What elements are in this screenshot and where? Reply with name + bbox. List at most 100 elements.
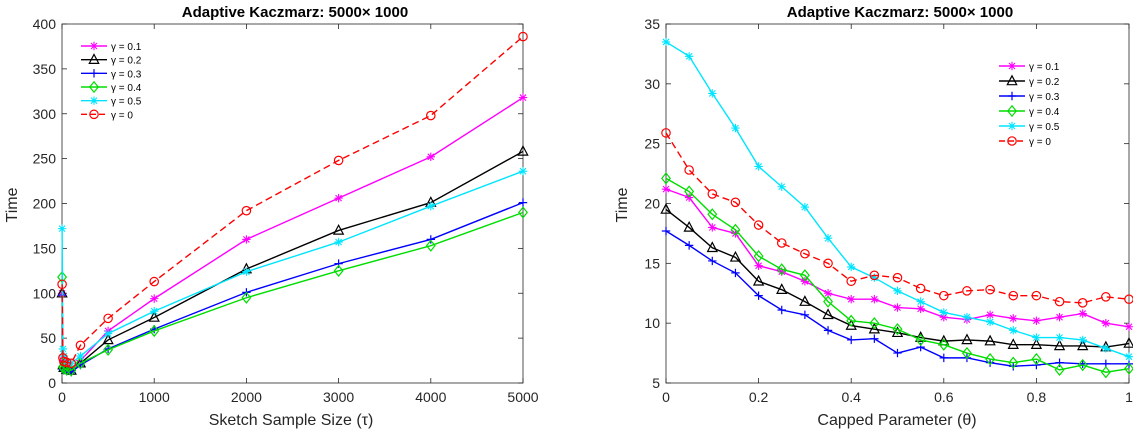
right-data-point (1031, 352, 1042, 366)
right-data-point (1009, 362, 1018, 371)
right-data-point (846, 276, 856, 287)
right-data-point (869, 270, 880, 281)
right-data-point (870, 295, 879, 304)
right-data-point (1053, 339, 1066, 351)
right-data-point (962, 312, 972, 322)
right-data-point (1101, 318, 1111, 328)
left-data-point (103, 329, 113, 338)
left-legend-label: γ = 0.2 (111, 56, 142, 67)
right-data-point (823, 289, 833, 298)
left-data-point (75, 340, 86, 351)
right-data-point (845, 319, 857, 330)
right-series-line-5 (665, 132, 1130, 304)
left-data-point (150, 307, 159, 316)
left-legend-marker (89, 80, 99, 94)
right-data-point (1124, 322, 1133, 331)
right-x-tick-label: 0.6 (934, 389, 954, 405)
right-legend-marker (1007, 61, 1017, 71)
right-data-point (799, 295, 811, 306)
right-data-point (799, 269, 810, 282)
left-data-point (59, 351, 69, 361)
right-data-point (869, 317, 880, 330)
right-y-tick-label: 25 (644, 136, 660, 152)
right-data-point (1054, 296, 1065, 307)
left-legend-marker (89, 96, 99, 105)
right-data-point (777, 267, 786, 276)
left-data-point (518, 93, 528, 102)
left-legend-marker (88, 53, 100, 64)
left-data-point (66, 364, 77, 377)
right-x-axis-label: Capped Parameter (θ) (817, 412, 976, 429)
left-y-tick-label: 200 (33, 196, 57, 212)
right-chart-title: Adaptive Kaczmarz: 5000× 1000 (787, 4, 1013, 21)
right-data-point (1078, 335, 1087, 345)
left-data-point (332, 223, 345, 235)
right-data-point (823, 295, 834, 308)
right-legend-label: γ = 0.5 (1029, 122, 1060, 133)
right-data-point (683, 220, 695, 232)
left-data-point (102, 333, 114, 345)
right-data-point (752, 274, 765, 286)
right-legend-marker (1007, 104, 1017, 118)
right-data-point (1008, 290, 1019, 301)
left-x-tick-label: 5000 (507, 389, 538, 405)
left-legend-marker (89, 109, 99, 120)
right-data-point (708, 89, 717, 98)
left-chart-title: Adaptive Kaczmarz: 5000× 1000 (182, 4, 408, 21)
right-data-point (776, 283, 788, 294)
right-data-point (893, 286, 902, 296)
left-x-tick-label: 1000 (139, 389, 170, 405)
right-data-point (731, 268, 740, 278)
right-y-tick-label: 20 (644, 196, 660, 212)
right-legend-marker (1007, 136, 1017, 146)
left-data-point (518, 198, 528, 207)
right-data-point (916, 304, 925, 314)
right-y-axis-label: Time (614, 187, 631, 222)
right-data-point (985, 284, 995, 295)
left-y-tick-label: 400 (33, 16, 57, 32)
right-x-tick-label: 1 (1125, 389, 1133, 405)
right-data-point (1077, 298, 1088, 308)
right-data-point (1009, 326, 1018, 335)
right-data-point (800, 310, 810, 319)
right-y-tick-label: 5 (652, 375, 660, 391)
right-data-point (1124, 352, 1133, 361)
left-legend-label: γ = 0.3 (111, 69, 142, 80)
right-data-point (938, 338, 949, 351)
right-data-point (777, 305, 786, 315)
left-y-axis-label: Time (4, 187, 21, 222)
left-data-point (66, 358, 77, 369)
right-data-point (661, 184, 671, 194)
left-x-tick-label: 2000 (231, 389, 262, 405)
right-data-point (684, 241, 694, 250)
left-y-tick-label: 50 (40, 330, 56, 346)
left-data-point (518, 166, 528, 176)
right-data-point (823, 258, 833, 269)
left-data-point (517, 144, 529, 156)
right-data-point (916, 297, 925, 306)
right-legend-marker (1006, 74, 1018, 86)
right-legend-label: γ = 0.3 (1029, 92, 1060, 103)
left-data-point (333, 155, 344, 166)
right-data-point (870, 273, 879, 282)
left-chart: 0 1000 2000 3000 4000 5000 0 50 100 150 200 250 300 3… (33, 16, 539, 405)
right-data-point (822, 308, 834, 320)
right-data-point (961, 346, 972, 360)
right-data-point (1032, 316, 1041, 325)
right-data-point (870, 334, 879, 343)
right-data-point (661, 172, 671, 185)
right-data-point (847, 335, 856, 345)
left-data-point (103, 313, 113, 324)
left-data-point (425, 239, 436, 252)
left-data-point (334, 193, 343, 203)
left-series-line-5 (61, 36, 524, 365)
left-y-tick-label: 250 (33, 151, 57, 167)
left-data-point (62, 357, 71, 366)
right-data-point (1077, 339, 1089, 351)
right-legend-label: γ = 0.2 (1029, 77, 1060, 88)
right-data-point (847, 295, 856, 304)
right-x-tick-label: 0.8 (1027, 389, 1047, 405)
right-data-point (1055, 333, 1064, 342)
right-legend-marker (1007, 91, 1017, 101)
right-data-point (1054, 363, 1065, 376)
